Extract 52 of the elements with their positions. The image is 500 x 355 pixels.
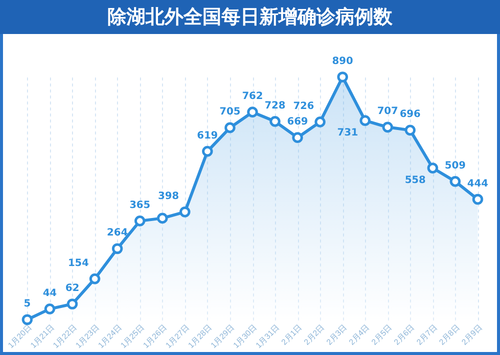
point xyxy=(360,115,371,126)
point xyxy=(404,124,416,136)
x-tick-label: 2月9日 xyxy=(460,322,484,347)
point xyxy=(179,206,190,218)
data-label: 705 xyxy=(220,106,240,118)
point xyxy=(247,106,258,118)
x-tick-label: 2月1日 xyxy=(280,322,304,347)
data-label: 264 xyxy=(106,228,128,239)
data-label: 696 xyxy=(400,109,421,120)
data-label: 707 xyxy=(377,106,398,118)
data-label: 509 xyxy=(444,160,466,172)
data-label: 154 xyxy=(68,258,89,269)
point xyxy=(66,298,78,310)
point xyxy=(337,72,348,82)
data-label: 669 xyxy=(287,116,308,128)
data-label: 365 xyxy=(129,200,150,211)
x-tick-label: 2月5日 xyxy=(370,322,394,347)
point xyxy=(202,146,213,157)
point xyxy=(156,212,168,224)
point xyxy=(134,216,146,226)
x-tick-label: 2月3日 xyxy=(324,322,349,347)
chart-title: 除湖北外全国每日新增确诊病例数 xyxy=(0,0,500,34)
point xyxy=(22,314,33,326)
point xyxy=(427,162,438,174)
x-tick-label: 1月20日 xyxy=(6,322,34,350)
point xyxy=(270,116,280,127)
data-label: 62 xyxy=(65,283,80,294)
point xyxy=(472,194,484,205)
point xyxy=(382,122,394,133)
x-tick-label: 2月2日 xyxy=(302,322,326,347)
data-label: 5 xyxy=(24,298,31,310)
x-tick-label: 2月7日 xyxy=(414,322,439,347)
point xyxy=(44,304,56,314)
x-tick-label: 2月4日 xyxy=(347,322,372,347)
data-label: 619 xyxy=(197,130,218,142)
point xyxy=(224,122,236,134)
x-tick-label: 2月8日 xyxy=(437,322,462,347)
data-label: 726 xyxy=(293,100,314,112)
point xyxy=(112,243,123,254)
point xyxy=(450,176,461,187)
data-label: 444 xyxy=(467,178,488,190)
data-label: 558 xyxy=(404,175,426,186)
data-label: 728 xyxy=(264,100,286,112)
data-label: 731 xyxy=(337,128,358,139)
point xyxy=(89,273,100,284)
data-label: 890 xyxy=(332,56,354,67)
data-label: 398 xyxy=(158,190,179,202)
data-label: 762 xyxy=(242,91,263,102)
x-tick-label: 2月6日 xyxy=(392,322,416,347)
point xyxy=(314,116,326,128)
data-label: 44 xyxy=(42,288,57,299)
point xyxy=(292,132,303,144)
